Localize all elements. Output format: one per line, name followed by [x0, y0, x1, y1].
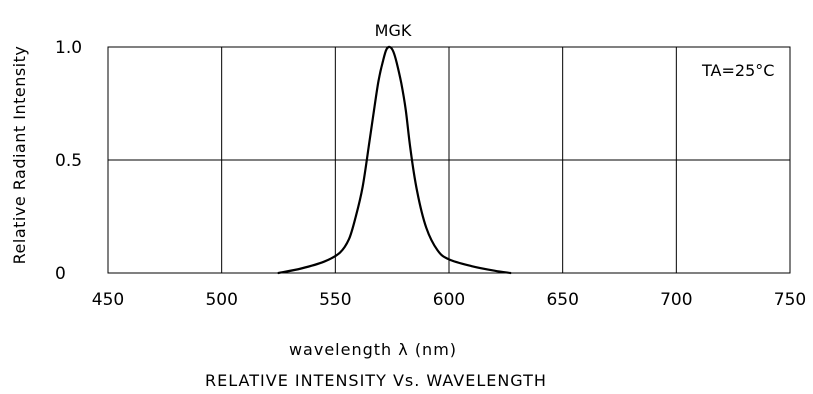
- chart-title: RELATIVE INTENSITY Vs. WAVELENGTH: [205, 371, 547, 390]
- x-tick-label: 650: [546, 290, 578, 310]
- x-tick-label: 550: [319, 290, 351, 310]
- x-tick-label: 700: [660, 290, 692, 310]
- y-tick-label: 1.0: [55, 38, 82, 58]
- x-tick-label: 750: [774, 290, 806, 310]
- y-tick-label: 0.5: [55, 151, 82, 171]
- x-tick-label: 600: [433, 290, 465, 310]
- curves: [277, 45, 512, 275]
- x-tick-label: 450: [92, 290, 124, 310]
- y-tick-label: 0: [55, 264, 66, 284]
- x-tick-label: 500: [205, 290, 237, 310]
- plot-frame: [107, 46, 791, 274]
- series-line-mgk: [277, 45, 512, 275]
- grid: [108, 47, 790, 273]
- y-tick-labels: 0 0.5 1.0: [55, 38, 82, 284]
- series-label-mgk: MGK: [375, 21, 412, 40]
- temperature-annotation: TA=25°C: [701, 61, 774, 80]
- x-axis-label: wavelength λ (nm): [289, 340, 457, 359]
- x-tick-labels: 450 500 550 600 650 700 750: [92, 290, 806, 310]
- y-axis-label: Relative Radiant Intensity: [10, 46, 29, 265]
